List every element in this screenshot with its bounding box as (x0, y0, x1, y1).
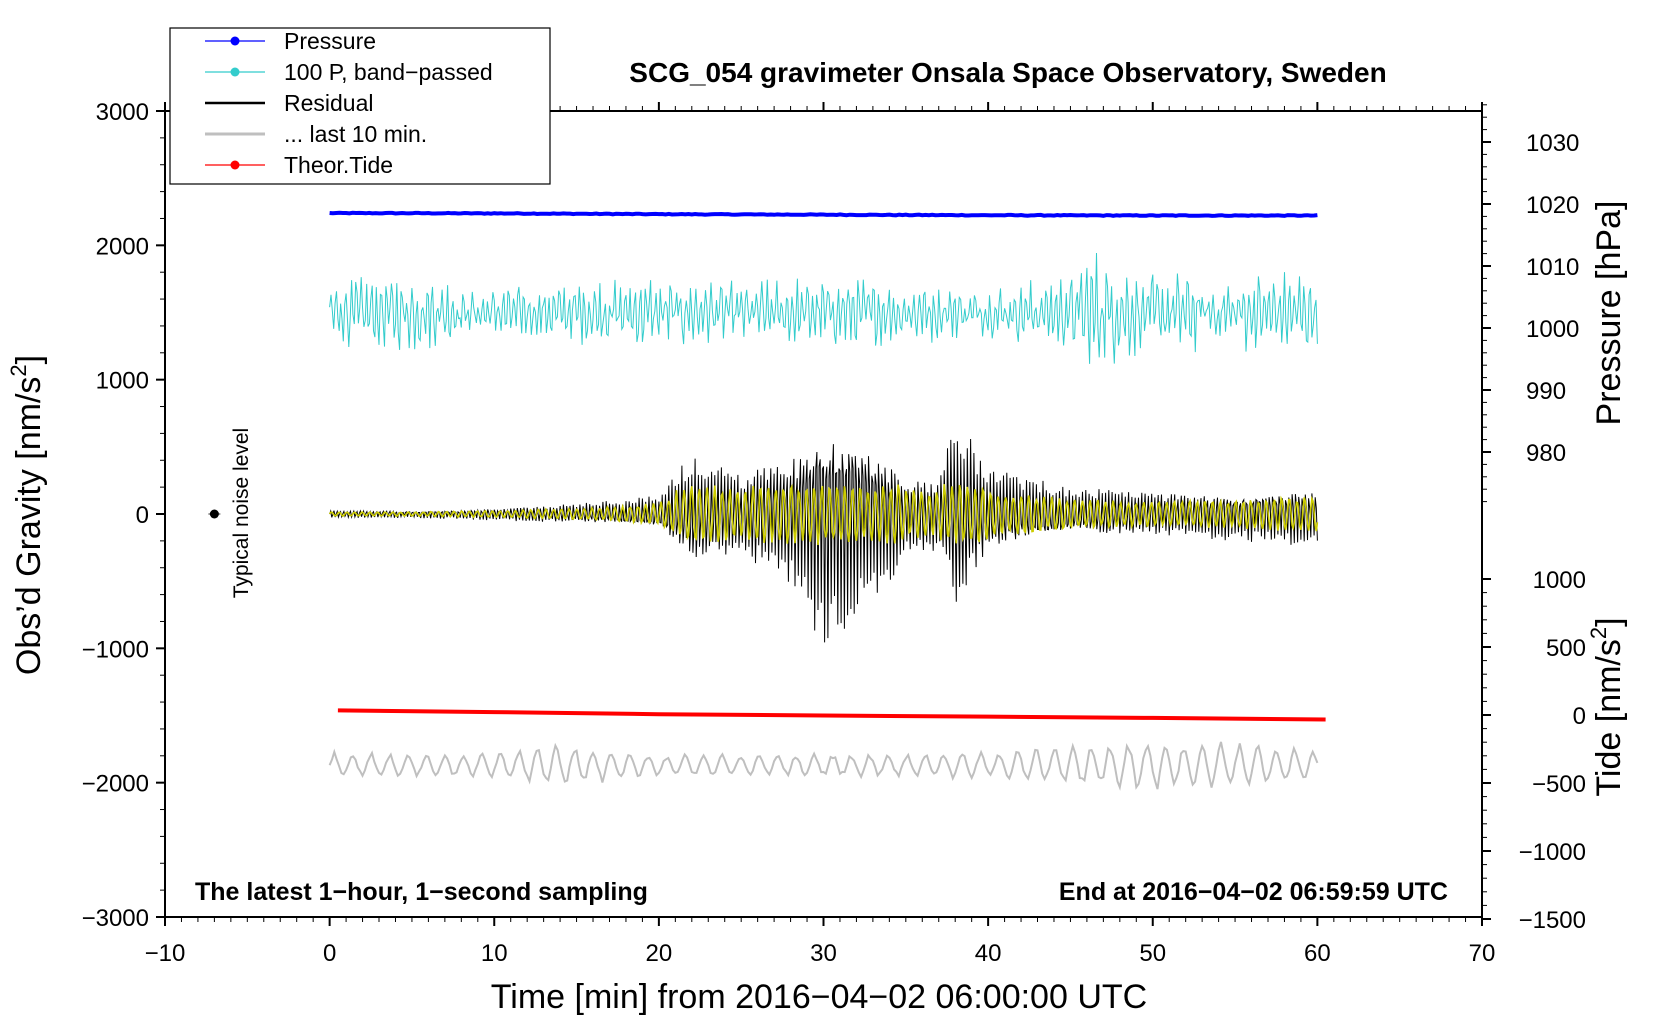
noise-level-label: Typical noise level (230, 428, 253, 598)
y-axis-title-tide: Tide [nm/s2] (1586, 617, 1628, 796)
legend-label: Residual (284, 90, 374, 116)
y-left-tick-label: 2000 (96, 233, 149, 260)
residual-filtered-series (328, 483, 1319, 546)
y-axis-title-pressure: Pressure [hPa] (1590, 201, 1628, 426)
x-tick-label: −10 (145, 940, 186, 967)
pressure-series (329, 210, 1318, 218)
noise-level-point (209, 509, 219, 519)
y-axis-title-left: Obs’d Gravity [nm/s2] (6, 355, 48, 675)
tide-tick-label: −500 (1532, 771, 1586, 798)
y-left-tick-label: 0 (136, 502, 149, 529)
tide-tick-label: 0 (1573, 703, 1586, 730)
tide-tick-label: 1000 (1533, 567, 1586, 594)
pressure-tick-label: 1000 (1526, 316, 1579, 343)
x-tick-label: 0 (323, 940, 336, 967)
x-tick-label: 50 (1139, 940, 1166, 967)
x-tick-label: 20 (646, 940, 673, 967)
x-tick-label: 40 (975, 940, 1002, 967)
legend-box (169, 27, 551, 185)
tide-tick-label: 500 (1546, 635, 1586, 662)
legend-marker (230, 36, 240, 46)
legend-label: Theor.Tide (284, 152, 393, 178)
footer-left-note: The latest 1−hour, 1−second sampling (195, 878, 648, 906)
pressure-tick-label: 1020 (1526, 192, 1579, 219)
y-axis-title-left-main: Obs’d Gravity [nm/s (10, 377, 48, 676)
x-tick-label: 10 (481, 940, 508, 967)
tide-tick-label: −1500 (1519, 907, 1586, 934)
pressure-bandpassed-series (329, 252, 1318, 364)
legend-label: ... last 10 min. (284, 121, 427, 147)
legend: Pressure 100 P, band−passed Residual ... la… (169, 27, 551, 185)
theoretical-tide-series (337, 708, 1326, 722)
y-axis-title-left-end: ] (10, 355, 48, 364)
y-left-tick-label: 3000 (96, 99, 149, 126)
y-left-tick-label: −3000 (82, 905, 149, 932)
last-10-min-series (328, 741, 1319, 791)
pressure-tick-label: 980 (1526, 440, 1566, 467)
legend-marker (230, 160, 240, 170)
x-tick-label: 70 (1469, 940, 1496, 967)
pressure-tick-label: 1030 (1526, 130, 1579, 157)
legend-label: Pressure (284, 28, 376, 54)
pressure-tick-label: 1010 (1526, 254, 1579, 281)
y-axis-title-tide-sup: 2 (1586, 627, 1611, 639)
y-left-tick-label: −1000 (82, 636, 149, 663)
legend-marker (230, 67, 240, 77)
y-axis-title-tide-end: ] (1590, 617, 1628, 626)
legend-label: 100 P, band−passed (284, 59, 493, 85)
y-axis-title-left-sup: 2 (6, 364, 31, 376)
y-axis-title-tide-main: Tide [nm/s (1590, 639, 1628, 796)
tide-tick-label: −1000 (1519, 839, 1586, 866)
x-tick-label: 30 (810, 940, 837, 967)
y-left-tick-label: −2000 (82, 771, 149, 798)
chart-title: SCG_054 gravimeter Onsala Space Observat… (629, 57, 1386, 88)
footer-right-note: End at 2016−04−02 06:59:59 UTC (1059, 878, 1448, 906)
pressure-tick-label: 990 (1526, 378, 1566, 405)
x-tick-label: 60 (1304, 940, 1331, 967)
residual-series (329, 438, 1318, 643)
y-left-tick-label: 1000 (96, 368, 149, 395)
x-axis-title: Time [min] from 2016−04−02 06:00:00 UTC (491, 978, 1147, 1016)
